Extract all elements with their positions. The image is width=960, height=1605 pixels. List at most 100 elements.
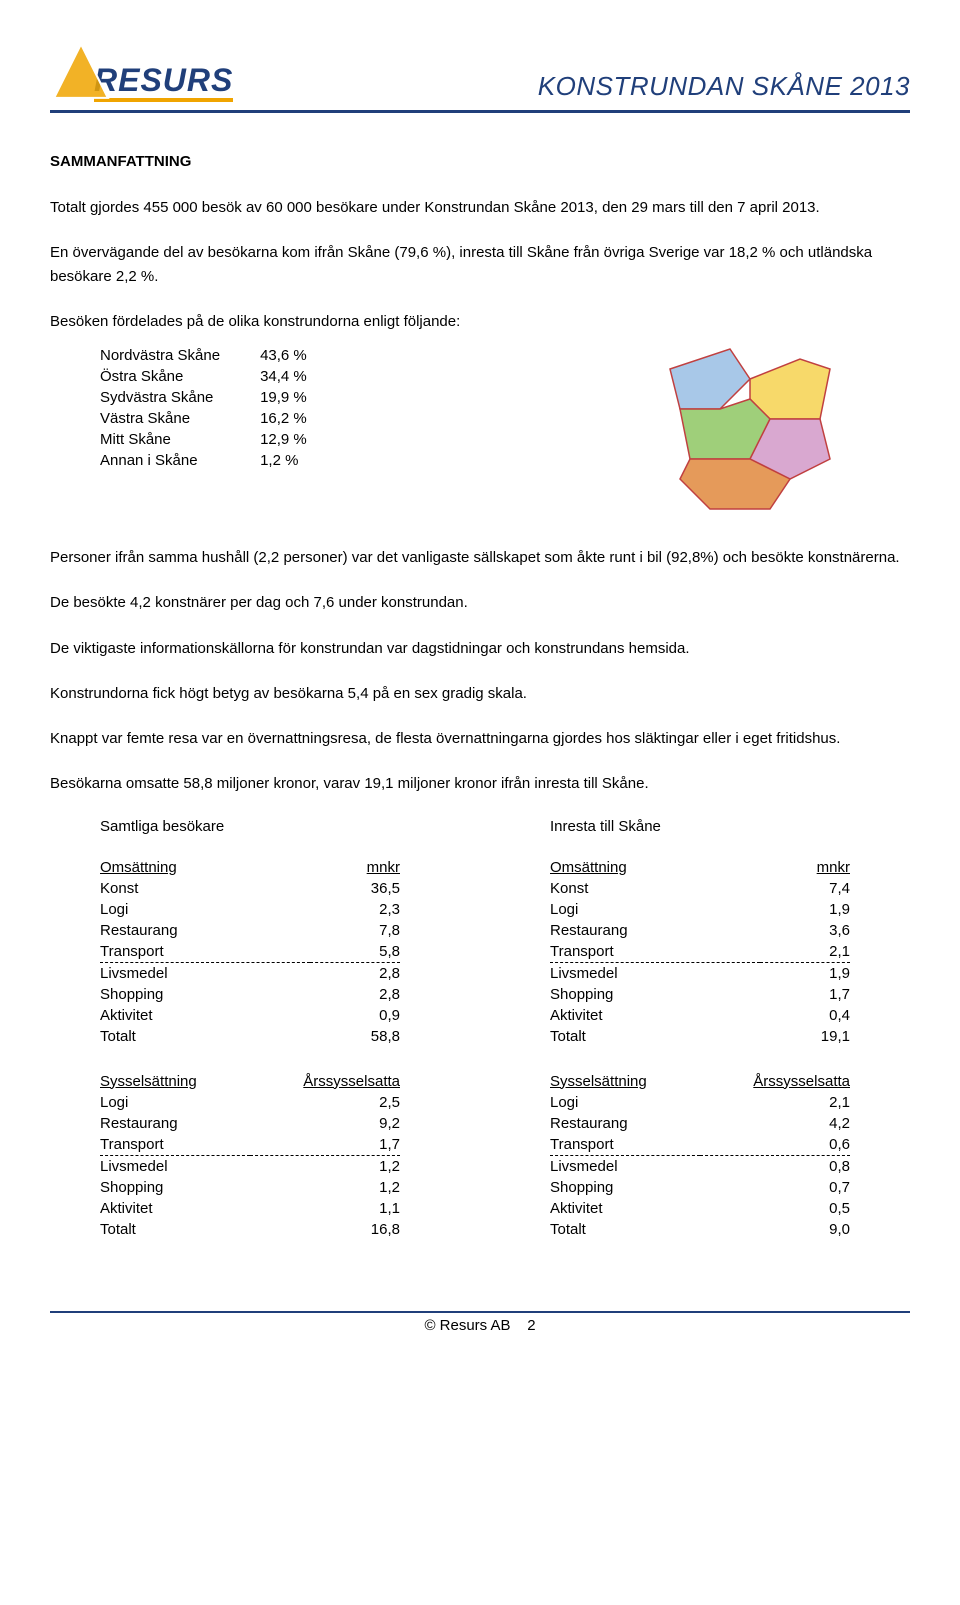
table-cell: Totalt (550, 1219, 700, 1240)
region-name: Nordvästra Skåne (100, 345, 260, 366)
region-row: Nordvästra Skåne43,6 % Östra Skåne34,4 %… (50, 339, 910, 524)
logo: RESURS (50, 40, 233, 102)
region-value: 34,4 % (260, 366, 347, 387)
syss-header: Sysselsättning (550, 1073, 700, 1092)
footer-page: 2 (527, 1317, 535, 1334)
omsattning-table-right: Omsättningmnkr Konst7,4 Logi1,9 Restaura… (550, 859, 850, 1047)
region-value: 12,9 % (260, 429, 347, 450)
table-cell: Aktivitet (100, 1005, 310, 1026)
region-value: 16,2 % (260, 408, 347, 429)
oms-header: Omsättning (550, 859, 760, 878)
table-cell: Restaurang (550, 1113, 700, 1134)
region-name: Annan i Skåne (100, 450, 260, 471)
logo-triangle-icon (50, 40, 112, 102)
table-cell: Transport (550, 941, 760, 963)
table-cell: Totalt (100, 1026, 310, 1047)
table-cell: Shopping (550, 1177, 700, 1198)
logo-text: RESURS (94, 64, 233, 102)
region-name: Västra Skåne (100, 408, 260, 429)
paragraph-4: Personer ifrån samma hushåll (2,2 person… (50, 546, 910, 569)
footer-text: © Resurs AB (424, 1317, 510, 1334)
syss-unit: Årssysselsatta (700, 1073, 850, 1092)
table-cell: 2,1 (760, 941, 850, 963)
paragraph-3: Besöken fördelades på de olika konstrund… (50, 310, 910, 333)
table-cell: Logi (100, 899, 310, 920)
footer: © Resurs AB 2 (50, 1311, 910, 1334)
table-cell: Aktivitet (550, 1198, 700, 1219)
region-value: 43,6 % (260, 345, 347, 366)
paragraph-6: De viktigaste informationskällorna för k… (50, 637, 910, 660)
table-cell: 1,2 (250, 1177, 400, 1198)
paragraph-1: Totalt gjordes 455 000 besök av 60 000 b… (50, 196, 910, 219)
region-value: 1,2 % (260, 450, 347, 471)
paragraph-7: Konstrundorna fick högt betyg av besökar… (50, 682, 910, 705)
table-cell: 1,7 (760, 984, 850, 1005)
paragraph-9: Besökarna omsatte 58,8 miljoner kronor, … (50, 772, 910, 795)
table-cell: 1,9 (760, 962, 850, 984)
table-cell: 58,8 (310, 1026, 400, 1047)
column-left-title: Samtliga besökare (100, 818, 440, 835)
table-cell: 1,2 (250, 1155, 400, 1177)
region-name: Mitt Skåne (100, 429, 260, 450)
skane-map (650, 339, 850, 524)
table-cell: 2,8 (310, 984, 400, 1005)
table-cell: Livsmedel (100, 962, 310, 984)
paragraph-2: En övervägande del av besökarna kom ifrå… (50, 241, 910, 288)
sysselsattning-table-left: SysselsättningÅrssysselsatta Logi2,5 Res… (100, 1073, 400, 1240)
region-name: Östra Skåne (100, 366, 260, 387)
table-cell: 0,4 (760, 1005, 850, 1026)
table-cell: Shopping (100, 984, 310, 1005)
table-cell: Transport (100, 941, 310, 963)
region-value: 19,9 % (260, 387, 347, 408)
table-cell: 1,7 (250, 1134, 400, 1156)
table-cell: 19,1 (760, 1026, 850, 1047)
table-cell: 0,8 (700, 1155, 850, 1177)
page-header: RESURS KONSTRUNDAN SKÅNE 2013 (50, 40, 910, 113)
oms-unit: mnkr (310, 859, 400, 878)
table-cell: 36,5 (310, 878, 400, 899)
table-cell: Totalt (100, 1219, 250, 1240)
table-cell: 2,5 (250, 1092, 400, 1113)
table-cell: 3,6 (760, 920, 850, 941)
paragraph-8: Knappt var femte resa var en övernattnin… (50, 727, 910, 750)
table-cell: 5,8 (310, 941, 400, 963)
table-cell: Livsmedel (550, 1155, 700, 1177)
table-cell: 0,5 (700, 1198, 850, 1219)
syss-header: Sysselsättning (100, 1073, 250, 1092)
table-cell: Aktivitet (550, 1005, 760, 1026)
sysselsattning-table-right: SysselsättningÅrssysselsatta Logi2,1 Res… (550, 1073, 850, 1240)
table-cell: 1,9 (760, 899, 850, 920)
table-cell: Shopping (550, 984, 760, 1005)
tables-row: Samtliga besökare Omsättningmnkr Konst36… (100, 818, 910, 1266)
table-cell: Logi (550, 899, 760, 920)
table-cell: Logi (550, 1092, 700, 1113)
table-cell: Restaurang (550, 920, 760, 941)
table-cell: Livsmedel (100, 1155, 250, 1177)
table-cell: 2,3 (310, 899, 400, 920)
table-cell: 7,8 (310, 920, 400, 941)
table-cell: Shopping (100, 1177, 250, 1198)
table-cell: Transport (100, 1134, 250, 1156)
table-cell: 2,1 (700, 1092, 850, 1113)
table-cell: 9,0 (700, 1219, 850, 1240)
oms-unit: mnkr (760, 859, 850, 878)
table-cell: Restaurang (100, 1113, 250, 1134)
table-cell: Restaurang (100, 920, 310, 941)
table-cell: Totalt (550, 1026, 760, 1047)
table-cell: Konst (100, 878, 310, 899)
column-right: Inresta till Skåne Omsättningmnkr Konst7… (550, 818, 890, 1266)
table-cell: 1,1 (250, 1198, 400, 1219)
omsattning-table-left: Omsättningmnkr Konst36,5 Logi2,3 Restaur… (100, 859, 400, 1047)
table-cell: 16,8 (250, 1219, 400, 1240)
table-cell: 9,2 (250, 1113, 400, 1134)
logo-underline (94, 98, 233, 102)
regions-table: Nordvästra Skåne43,6 % Östra Skåne34,4 %… (100, 345, 347, 471)
logo-word: RESURS (94, 64, 233, 96)
table-cell: Transport (550, 1134, 700, 1156)
table-cell: Livsmedel (550, 962, 760, 984)
syss-unit: Årssysselsatta (250, 1073, 400, 1092)
table-cell: 0,9 (310, 1005, 400, 1026)
region-name: Sydvästra Skåne (100, 387, 260, 408)
table-cell: 0,7 (700, 1177, 850, 1198)
table-cell: Konst (550, 878, 760, 899)
